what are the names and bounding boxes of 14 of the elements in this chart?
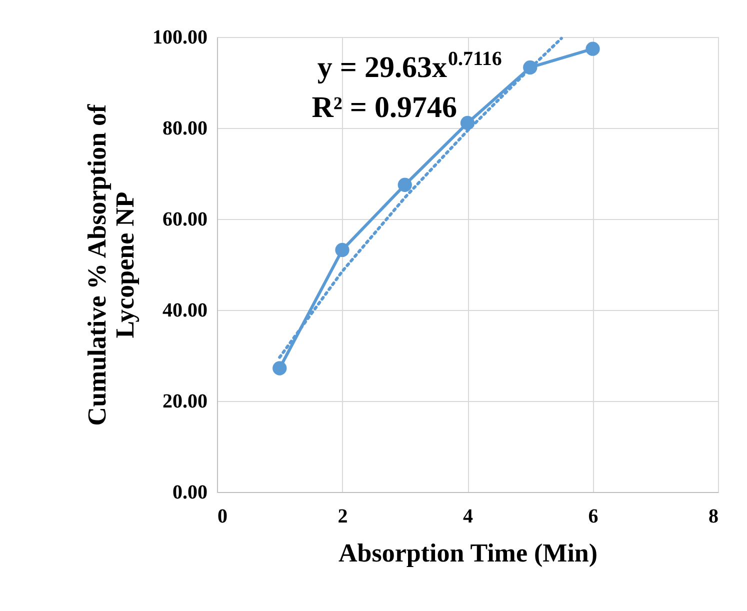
y-tick-label: 20.00	[162, 390, 208, 412]
y-tick-label: 60.00	[162, 208, 208, 230]
x-axis-title: Absorption Time (Min)	[338, 538, 598, 568]
x-tick-label: 4	[463, 506, 473, 528]
x-tick-label: 6	[588, 506, 598, 528]
x-tick-label: 2	[338, 506, 348, 528]
annotation: R² = 0.9746	[312, 91, 457, 124]
x-tick-label: 0	[218, 506, 228, 528]
y-tick-label: 80.00	[162, 118, 208, 140]
y-tick-label: 40.00	[162, 300, 208, 322]
x-tick-label: 8	[708, 506, 718, 528]
y-tick-label: 0.00	[172, 482, 208, 504]
y-tick-label: 100.00	[152, 26, 208, 48]
y-axis-title: Cumulative % Absorption of Lycopene NP	[82, 104, 140, 426]
